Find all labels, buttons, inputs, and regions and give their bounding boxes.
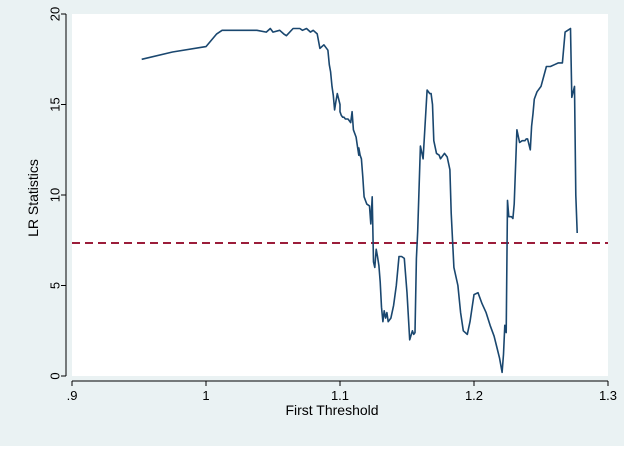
x-tick-label: 1 <box>202 388 209 403</box>
x-tick-label: 1.3 <box>599 388 617 403</box>
y-tick-label: 5 <box>48 282 63 289</box>
plot-area <box>72 14 608 376</box>
y-axis-title: LR Statistics <box>25 159 41 237</box>
y-tick-label: 10 <box>48 188 63 202</box>
series-line <box>141 27 578 374</box>
x-tick-label: .9 <box>67 388 78 403</box>
y-tick-label: 15 <box>48 97 63 111</box>
y-tick-label: 20 <box>48 7 63 21</box>
x-tick-label: 1.2 <box>465 388 483 403</box>
x-tick-label: 1.1 <box>331 388 349 403</box>
x-axis-title: First Threshold <box>285 402 378 418</box>
y-tick-label: 0 <box>48 372 63 379</box>
